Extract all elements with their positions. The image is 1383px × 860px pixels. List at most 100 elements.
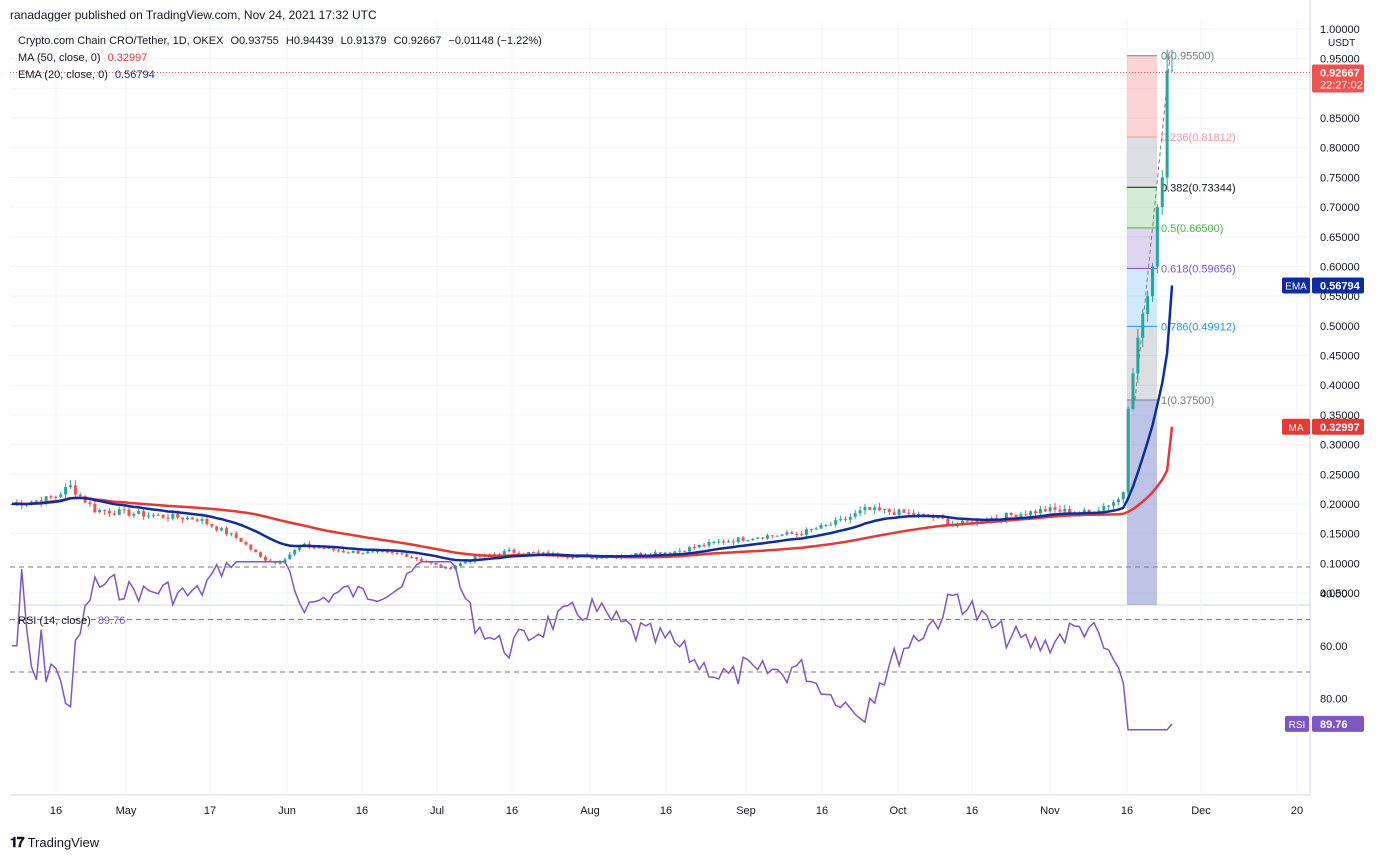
candle-body [878, 507, 882, 511]
candle-body [78, 494, 82, 496]
candle-body [39, 500, 43, 503]
candle-body [858, 510, 862, 514]
price-axis-tick: 0.95000 [1320, 54, 1360, 66]
candle-body [127, 509, 131, 516]
candle-body [536, 552, 540, 554]
candle-body [1151, 266, 1155, 297]
candle-body [1126, 408, 1130, 493]
candle-body [829, 524, 833, 526]
tradingview-footer[interactable]: 𝟏𝟕 TradingView [10, 834, 99, 851]
candle-body [229, 533, 233, 535]
candle-body [741, 537, 745, 541]
candle-body [107, 510, 111, 514]
candle-body [1034, 511, 1038, 514]
ma-legend[interactable]: MA (50, close, 0) 0.32997 [18, 52, 151, 64]
candle-body [10, 504, 14, 506]
price-axis-tick: 0.15000 [1320, 529, 1360, 541]
time-axis-tick: 20 [1291, 805, 1303, 817]
candle-body [839, 519, 843, 521]
time-axis-tick: 16 [660, 805, 672, 817]
candle-body [341, 551, 345, 553]
candle-body [746, 540, 750, 542]
candle-body [595, 557, 599, 559]
candle-body [288, 554, 292, 560]
candle-body [736, 537, 740, 543]
candle-body [195, 519, 199, 521]
candle-body [190, 517, 194, 520]
candle-body [434, 563, 438, 565]
time-axis-tick: 16 [966, 805, 978, 817]
candle-body [244, 542, 248, 545]
candle-body [761, 537, 765, 539]
price-axis-tick: 0.50000 [1320, 321, 1360, 333]
candle-body [1136, 337, 1140, 374]
rsi-axis-tag [1285, 715, 1309, 732]
candle-body [278, 562, 282, 564]
candle-body [824, 524, 828, 526]
time-axis-tick: Jul [430, 805, 444, 817]
candle-body [1160, 177, 1164, 208]
price-axis-tick: 1.00000 [1320, 24, 1360, 36]
candle-body [497, 554, 501, 556]
candle-body [512, 549, 516, 553]
rsi-legend-value: 89.76 [97, 615, 126, 627]
rsi-axis-tag-label: RSI [1289, 720, 1306, 731]
rsi-axis-tick: 80.00 [1320, 693, 1348, 705]
candle-body [371, 551, 375, 553]
fib-trend-line [1134, 55, 1171, 401]
candle-body [171, 513, 175, 519]
candle-body [717, 541, 721, 543]
candle-body [907, 512, 911, 514]
candle-body [731, 541, 735, 543]
candle-body [756, 537, 760, 539]
low-value: L0.91379 [340, 35, 387, 47]
rsi-axis-tick: 60.00 [1320, 641, 1348, 653]
fib-zone [1127, 187, 1157, 228]
time-axis-tick: 16 [50, 805, 62, 817]
last-price-value: 0.92667 [1320, 68, 1360, 80]
candle-body [853, 513, 857, 517]
candle-body [697, 545, 701, 548]
candle-body [1058, 509, 1062, 512]
candle-body [93, 504, 97, 513]
candle-body [1014, 514, 1018, 518]
candle-body [722, 541, 726, 543]
candle-body [868, 507, 872, 510]
candle-body [1146, 296, 1150, 314]
candle-body [312, 547, 316, 549]
candle-body [161, 514, 165, 518]
candle-body [653, 552, 657, 556]
candle-body [1087, 509, 1091, 513]
candle-body [185, 517, 189, 520]
time-axis-tick: 16 [1121, 805, 1133, 817]
close-value: C0.92667 [393, 35, 442, 47]
candle-body [902, 509, 906, 513]
rsi-axis-tick: 40.00 [1320, 588, 1348, 600]
candle-body [912, 512, 916, 516]
candle-body [707, 541, 711, 546]
candle-body [678, 550, 682, 552]
candle-body [668, 552, 672, 554]
time-axis-tick: 16 [816, 805, 828, 817]
candle-body [234, 533, 238, 538]
candle-body [712, 541, 716, 543]
ma-value-tag [1312, 418, 1364, 435]
candle-body [473, 555, 477, 562]
candle-body [146, 515, 150, 517]
candle-body [532, 551, 536, 553]
symbol-name[interactable]: Crypto.com Chain CRO/Tether, 1D, OKEX [18, 35, 224, 47]
rsi-legend[interactable]: RSI (14, close) 89.76 [18, 615, 125, 627]
fib-zone [1127, 55, 1157, 137]
candle-body [249, 544, 253, 550]
ema-axis-tag-label: EMA [1285, 282, 1307, 293]
candle-body [385, 551, 389, 553]
time-axis-tick: May [116, 805, 137, 817]
candle-body [848, 516, 852, 520]
candle-body [692, 547, 696, 549]
candle-body [687, 547, 691, 552]
candle-body [98, 509, 102, 513]
ma-axis-tag [1282, 418, 1310, 435]
ema-legend[interactable]: EMA (20, close, 0) 0.56794 [18, 69, 159, 81]
candle-body [444, 567, 448, 569]
